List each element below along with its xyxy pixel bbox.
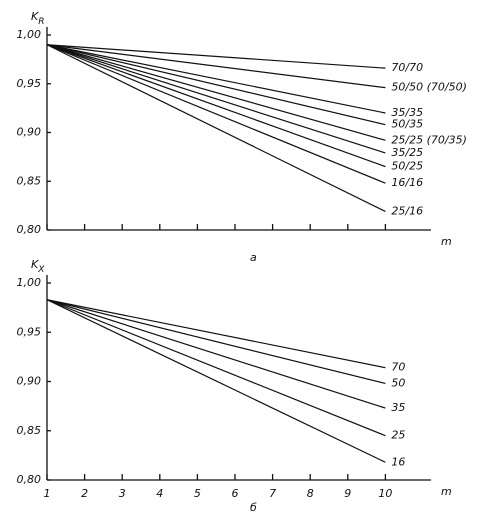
y-tick-label: 0,80 (17, 223, 42, 236)
y-axis-label-main: K (31, 258, 39, 271)
caption: б (250, 501, 257, 514)
y-tick-label: 0,95 (17, 77, 42, 90)
caption: а (250, 251, 257, 264)
x-tick-label: 6 (232, 487, 239, 500)
series-line (46, 299, 386, 385)
y-tick-label: 1,00 (17, 276, 42, 289)
x-tick-label: 9 (344, 487, 351, 500)
series-line (46, 44, 386, 184)
y-tick-label: 0,90 (17, 375, 42, 388)
x-tick-label: 3 (119, 487, 126, 500)
x-axis-label: m (441, 485, 452, 498)
series-line (46, 44, 386, 126)
series-label: 50/25 (391, 160, 423, 173)
series-label: 35/25 (391, 146, 423, 159)
series-label: 70 (391, 361, 405, 374)
series-line (46, 299, 386, 369)
series-label: 35 (391, 401, 405, 414)
series-line (46, 44, 386, 89)
y-axis-label: KX (31, 258, 45, 275)
series-line (46, 299, 386, 463)
y-tick-label: 0,85 (17, 424, 42, 437)
x-tick-label: 4 (156, 487, 163, 500)
x-tick-label: 7 (269, 487, 276, 500)
y-tick-label: 0,90 (17, 126, 42, 139)
x-tick-label: 5 (194, 487, 201, 500)
series-label: 16 (391, 455, 405, 468)
series-line (46, 44, 386, 168)
series-line (46, 299, 386, 437)
series-label: 25 (391, 429, 405, 442)
series-line (46, 299, 386, 409)
series-label: 70/70 (391, 61, 423, 74)
series-label: 25/25 (70/35) (391, 133, 466, 146)
series-label: 35/35 (391, 106, 423, 119)
series-line (46, 44, 386, 213)
y-tick-label: 1,00 (17, 28, 42, 41)
y-tick-label: 0,85 (17, 174, 42, 187)
x-tick-label: 2 (81, 487, 88, 500)
x-axis-label: m (441, 235, 452, 248)
y-tick-label: 0,80 (17, 473, 42, 486)
x-tick-label: 10 (378, 487, 392, 500)
series-label: 16/16 (391, 176, 423, 189)
series-label: 50 (391, 376, 405, 389)
series-line (46, 44, 386, 154)
series-label: 50/50 (70/50) (391, 81, 466, 94)
series-label: 25/16 (391, 204, 423, 217)
y-axis-label-sub: X (37, 265, 45, 275)
y-axis-label-sub: R (38, 17, 44, 27)
series-label: 50/35 (391, 118, 423, 131)
y-axis-label-main: K (31, 10, 39, 23)
y-tick-label: 0,95 (17, 325, 42, 338)
series-line (46, 44, 386, 141)
series-line (46, 44, 386, 69)
series-line (46, 44, 386, 114)
x-tick-label: 8 (307, 487, 314, 500)
y-axis-label: KR (31, 10, 44, 27)
x-tick-label: 1 (44, 487, 51, 500)
